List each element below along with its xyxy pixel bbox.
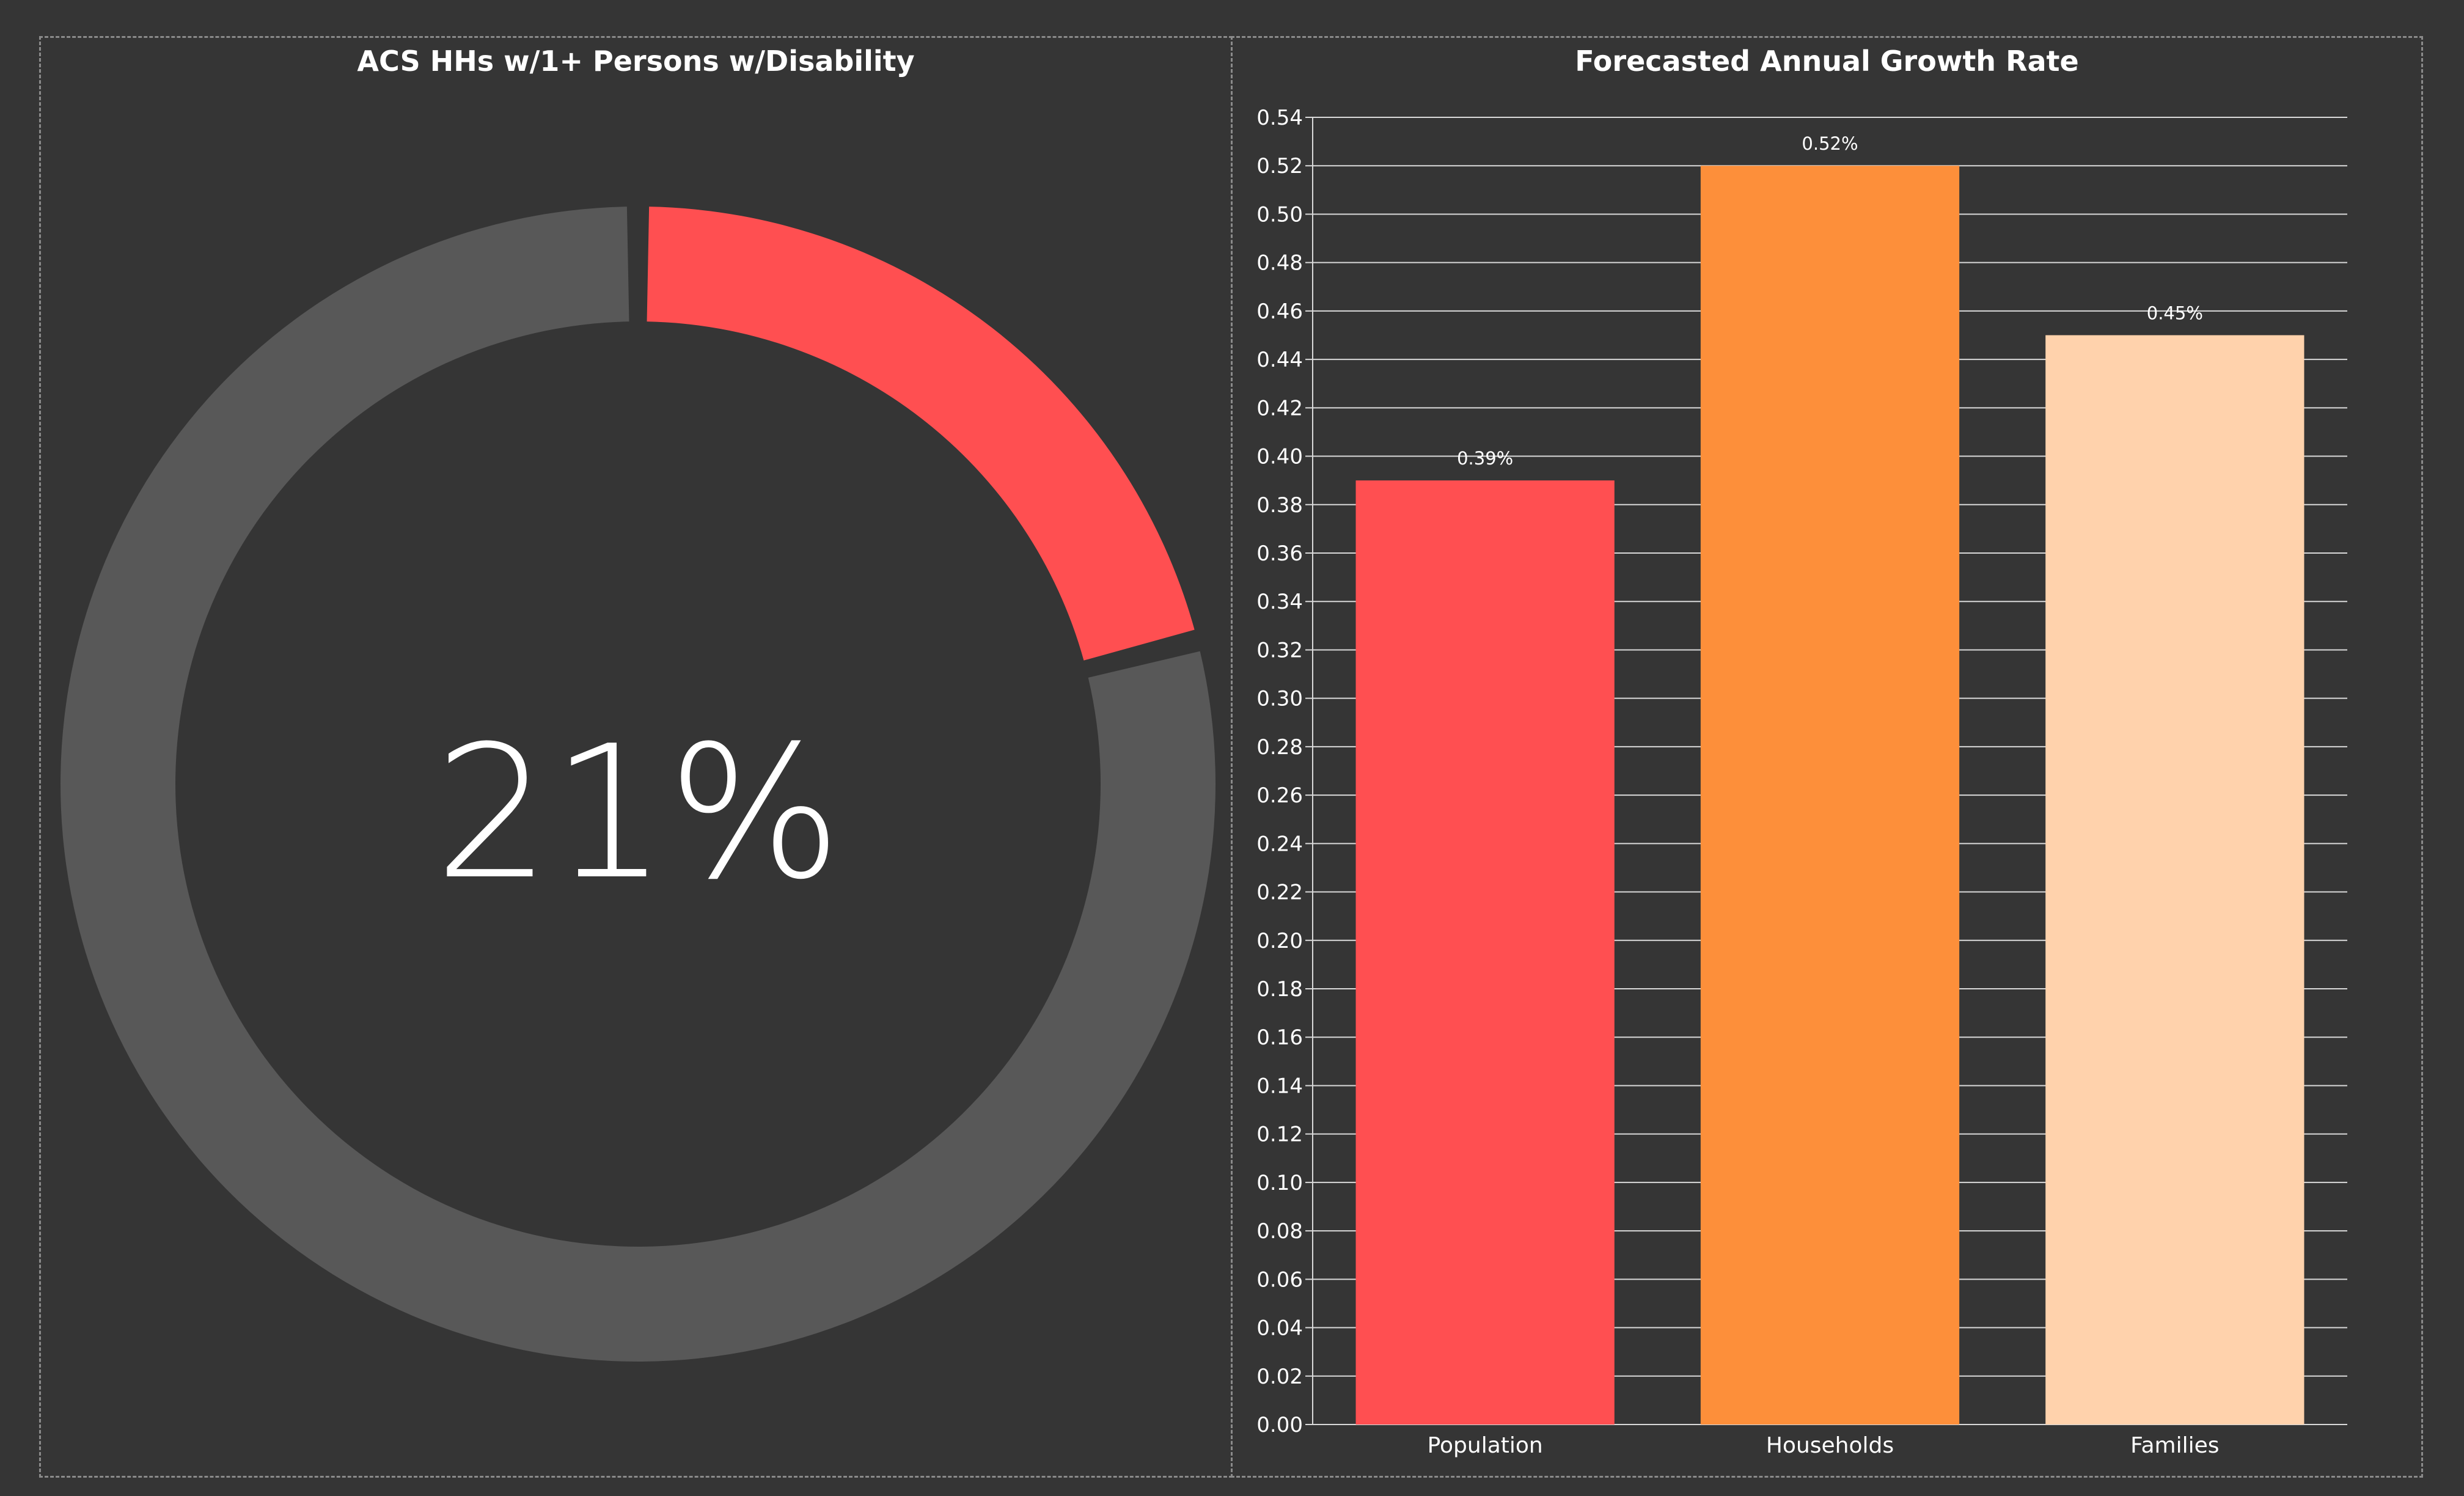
y-tick-label: 0.04 <box>1256 1316 1303 1341</box>
y-tick-label: 0.46 <box>1256 299 1303 324</box>
bar-families <box>2045 335 2304 1425</box>
y-tick-label: 0.02 <box>1256 1365 1303 1389</box>
y-tick-label: 0.54 <box>1256 106 1303 130</box>
y-tick-label: 0.20 <box>1256 929 1303 953</box>
donut-center-value: 21% <box>435 706 842 920</box>
y-tick-label: 0.22 <box>1256 881 1303 905</box>
bar-data-label: 0.45% <box>2147 303 2203 324</box>
donut-chart-panel: ACS HHs w/1+ Persons w/Disability 21% <box>39 36 1233 1478</box>
y-tick-label: 0.06 <box>1256 1267 1303 1292</box>
y-tick-label: 0.52 <box>1256 154 1303 178</box>
donut-chart-title: ACS HHs w/1+ Persons w/Disability <box>357 45 915 78</box>
y-tick-label: 0.42 <box>1256 396 1303 420</box>
bar-population <box>1355 480 1615 1425</box>
x-category-label: Households <box>1766 1433 1894 1458</box>
y-tick-label: 0.18 <box>1256 977 1303 1002</box>
bar-data-label: 0.52% <box>1802 133 1858 154</box>
bar-chart-title: Forecasted Annual Growth Rate <box>1575 45 2079 78</box>
y-tick-label: 0.14 <box>1256 1074 1303 1098</box>
bar-chart-panel: Forecasted Annual Growth Rate 0.00 0.02 0.… <box>1231 36 2423 1478</box>
y-tick-label: 0.12 <box>1256 1123 1303 1147</box>
y-tick-label: 0.30 <box>1256 687 1303 711</box>
y-tick-label: 0.00 <box>1256 1413 1303 1437</box>
x-category-label: Population <box>1428 1433 1543 1458</box>
bar-data-label: 0.39% <box>1457 448 1513 469</box>
bar-households <box>1700 166 1960 1425</box>
y-tick-label: 0.10 <box>1256 1171 1303 1195</box>
y-tick-label: 0.48 <box>1256 251 1303 276</box>
y-tick-label: 0.08 <box>1256 1219 1303 1244</box>
y-tick-label: 0.34 <box>1256 590 1303 614</box>
x-category-label: Families <box>2130 1433 2219 1458</box>
y-tick-label: 0.44 <box>1256 348 1303 372</box>
y-tick-label: 0.24 <box>1256 832 1303 856</box>
y-tick-label: 0.16 <box>1256 1025 1303 1050</box>
y-tick-label: 0.38 <box>1256 493 1303 518</box>
y-tick-label: 0.26 <box>1256 783 1303 808</box>
y-tick-label: 0.28 <box>1256 735 1303 760</box>
y-tick-label: 0.36 <box>1256 541 1303 566</box>
y-tick-label: 0.32 <box>1256 638 1303 662</box>
y-tick-label: 0.40 <box>1256 445 1303 469</box>
donut-slice-value <box>647 207 1195 661</box>
bar-chart: 0.00 0.02 0.04 0.06 0.08 0.10 0.12 0.14 0.16 0.18… <box>1256 106 2347 1458</box>
donut-chart: 21% <box>61 207 1216 1362</box>
y-tick-label: 0.50 <box>1256 202 1303 227</box>
